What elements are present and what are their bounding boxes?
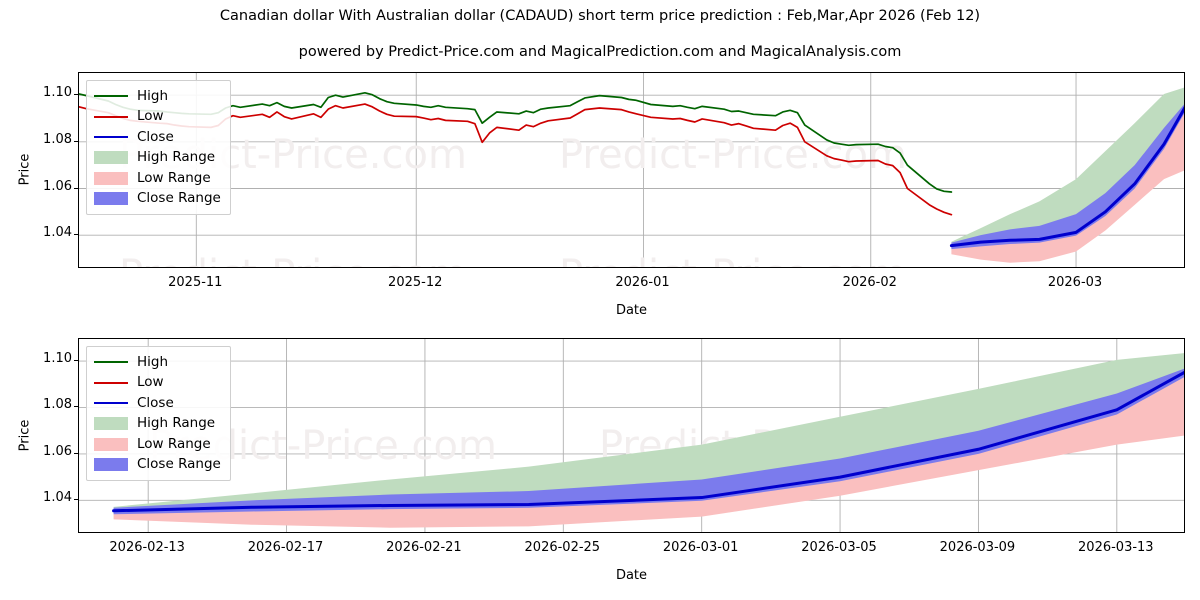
legend-label: Close xyxy=(137,128,174,145)
close-range-band xyxy=(113,368,1184,515)
legend-item-low-range: Low Range xyxy=(94,168,221,189)
legend-swatch-close-range-icon xyxy=(94,458,128,472)
legend-item-close-range: Close Range xyxy=(94,455,221,476)
y-tick-label: 1.08 xyxy=(43,397,72,413)
legend-swatch-close-icon xyxy=(94,130,128,144)
legend-item-close: Close xyxy=(94,393,221,414)
y-tick-mark xyxy=(74,187,78,189)
x-tick-label: 2026-02-25 xyxy=(524,540,601,555)
y-tick-label: 1.04 xyxy=(43,225,72,241)
x-tick-label: 2026-03-13 xyxy=(1078,540,1154,555)
x-tick-label: 2026-02-21 xyxy=(386,540,462,555)
legend-label: Close Range xyxy=(137,190,221,206)
y-tick-mark xyxy=(74,406,78,408)
legend-swatch-low-range-icon xyxy=(94,437,128,451)
legend-swatch-high-range-icon xyxy=(94,417,128,431)
x-tick-label: 2026-02-17 xyxy=(247,540,324,555)
legend-swatch-low-icon xyxy=(94,376,128,390)
legend-item-close-range: Close Range xyxy=(94,189,221,210)
legend-label: High Range xyxy=(137,149,216,165)
y-tick-mark xyxy=(74,360,78,362)
x-tick-label: 2026-03-09 xyxy=(939,540,1016,555)
legend-detail: High Low Close High Range Low Range Close Ran… xyxy=(86,346,231,481)
close-line xyxy=(949,106,1184,248)
svg-text:Predict-Price.com: Predict-Price.com xyxy=(559,252,907,268)
x-tick-label: 2026-03-01 xyxy=(662,540,739,555)
legend-label: Low Range xyxy=(137,435,211,452)
legend-item-low: Low xyxy=(94,373,221,394)
y-tick-label: 1.08 xyxy=(43,131,72,147)
legend-label: Close xyxy=(137,394,174,411)
legend-label: Low xyxy=(137,374,164,390)
legend-item-high-range: High Range xyxy=(94,148,221,169)
legend-label: High Range xyxy=(137,415,216,431)
legend-swatch-close-range-icon xyxy=(94,192,128,206)
legend-item-high: High xyxy=(94,352,221,373)
legend-swatch-high-range-icon xyxy=(94,151,128,165)
legend-swatch-low-range-icon xyxy=(94,171,128,185)
y-tick-mark xyxy=(74,499,78,501)
page-title: Canadian dollar With Australian dollar (… xyxy=(219,8,981,24)
x-axis-label-detail: Date xyxy=(615,568,648,583)
y-tick-mark xyxy=(74,452,78,454)
y-tick-label: 1.06 xyxy=(43,443,72,459)
x-tick-label: 2026-03-05 xyxy=(801,540,877,555)
y-tick-label: 1.04 xyxy=(43,490,72,506)
legend-swatch-close-icon xyxy=(94,396,128,410)
legend-label: High xyxy=(137,87,169,104)
low-range-band xyxy=(951,109,1184,263)
legend-label: High xyxy=(137,353,169,370)
overview-chart-svg: Predict-Price.com Predict-Price.com Predic… xyxy=(79,73,1184,268)
y-tick-mark xyxy=(74,94,78,96)
legend-item-close: Close xyxy=(94,127,221,148)
y-tick-label: 1.10 xyxy=(43,351,72,367)
legend-label: Low xyxy=(137,108,164,124)
legend-item-low-range: Low Range xyxy=(94,434,221,455)
legend-item-low: Low xyxy=(94,107,221,128)
legend-label: Close Range xyxy=(137,456,221,472)
x-tick-label: 2025-12 xyxy=(388,275,443,290)
legend-swatch-high-icon xyxy=(94,89,128,103)
x-tick-label: 2026-02 xyxy=(842,275,897,290)
legend-swatch-high-icon xyxy=(94,355,128,369)
y-tick-label: 1.10 xyxy=(43,85,72,101)
legend-overview: High Low Close High Range Low Range Close Ran… xyxy=(86,80,231,215)
x-tick-label: 2025-11 xyxy=(168,275,223,290)
svg-text:Predict-Price.com: Predict-Price.com xyxy=(559,132,907,178)
legend-item-high-range: High Range xyxy=(94,414,221,435)
x-tick-label: 2026-02-13 xyxy=(109,540,185,555)
legend-swatch-low-icon xyxy=(94,110,128,124)
x-axis-label-overview: Date xyxy=(615,303,648,318)
page-subtitle: powered by Predict-Price.com and Magical… xyxy=(298,44,902,60)
x-tick-label: 2026-03 xyxy=(1047,275,1103,290)
high-range-band xyxy=(113,353,1184,511)
y-tick-mark xyxy=(74,140,78,142)
low-range-band xyxy=(113,372,1184,528)
close-range-band xyxy=(951,104,1184,250)
legend-item-high: High xyxy=(94,86,221,107)
x-tick-label: 2026-01 xyxy=(615,275,670,290)
legend-label: Low Range xyxy=(137,169,211,186)
close-line xyxy=(112,370,1184,513)
svg-text:Predict-Price.com: Predict-Price.com xyxy=(119,252,467,268)
overview-chart-plot-area: Predict-Price.com Predict-Price.com Predic… xyxy=(78,72,1185,268)
y-tick-mark xyxy=(74,234,78,236)
y-tick-label: 1.06 xyxy=(43,178,72,194)
